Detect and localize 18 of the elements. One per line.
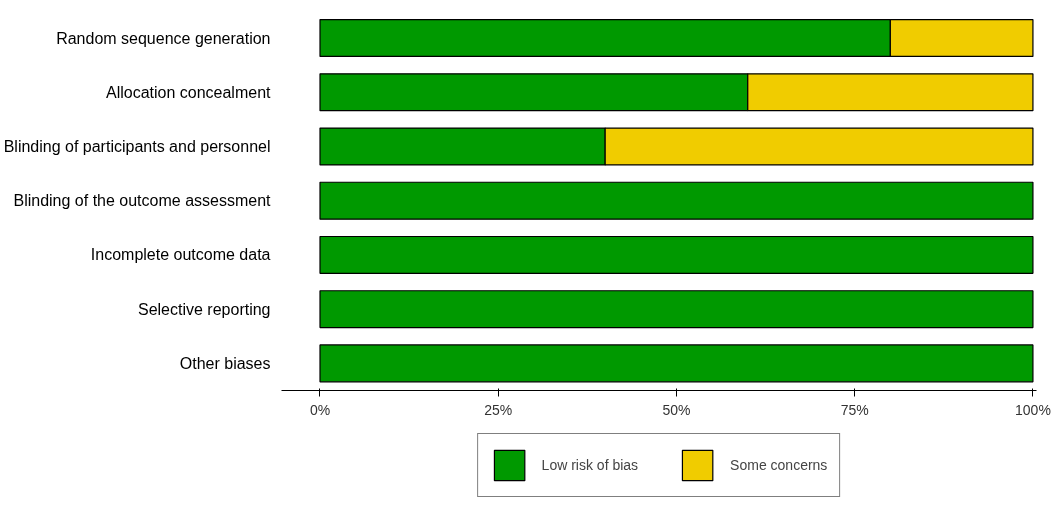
bar (319, 344, 1034, 383)
x-tick-label: 25% (484, 401, 513, 418)
bar (319, 290, 1034, 329)
x-tick-label: 50% (662, 401, 691, 418)
y-tick-label: Allocation concealment (105, 83, 272, 101)
y-tick-label: Incomplete outcome data (90, 246, 271, 264)
y-tick-label: Blinding of participants and personnel (3, 137, 271, 155)
legend-label: Low risk of bias (541, 457, 639, 473)
x-tick-label: 0% (309, 401, 331, 418)
y-tick-label: Random sequence generation (56, 29, 271, 47)
x-tick-label: 100% (1015, 401, 1051, 418)
bar (319, 235, 1034, 274)
y-tick-label: Selective reporting (137, 300, 271, 318)
y-tick-label: Other biases (179, 354, 271, 372)
legend-label: Some concerns (730, 457, 828, 473)
x-tick-label: 75% (840, 401, 869, 418)
bar (319, 181, 1034, 220)
y-tick-label: Blinding of the outcome assessment (13, 192, 272, 210)
